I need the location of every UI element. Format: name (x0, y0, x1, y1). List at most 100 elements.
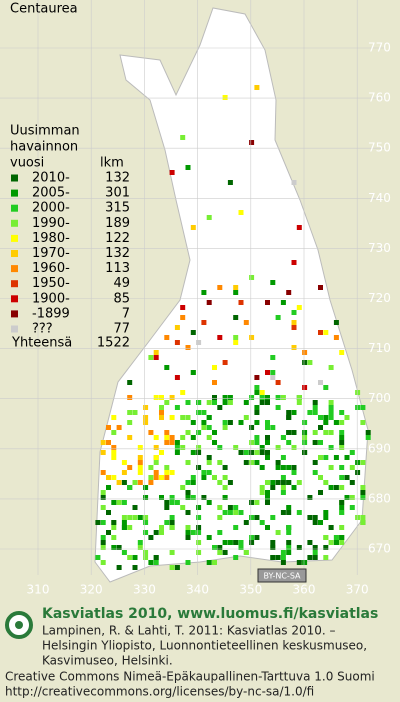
observation-square (238, 545, 244, 550)
observation-square (302, 360, 308, 365)
observation-square (111, 455, 117, 460)
observation-square (323, 455, 329, 460)
observation-square (153, 350, 159, 355)
observation-square (243, 550, 249, 555)
observation-square (312, 515, 318, 520)
observation-square (174, 440, 180, 445)
legend-count: 77 (113, 322, 130, 337)
observation-square (233, 555, 239, 560)
observation-square (323, 545, 329, 550)
observation-square (185, 430, 191, 435)
observation-square (296, 400, 302, 405)
observation-square (206, 215, 212, 220)
observation-square (185, 165, 191, 170)
observation-square (275, 480, 281, 485)
observation-square (344, 475, 350, 480)
observation-square (111, 520, 117, 525)
license-badge (257, 568, 307, 583)
observation-square (111, 415, 117, 420)
observation-square (291, 180, 297, 185)
observation-square (196, 515, 202, 520)
observation-square (222, 540, 228, 545)
observation-square (328, 540, 334, 545)
observation-square (100, 490, 106, 495)
observation-square (286, 410, 292, 415)
observation-square (249, 140, 255, 145)
observation-square (106, 475, 111, 480)
observation-square (312, 550, 318, 555)
observation-square (323, 515, 329, 520)
observation-square (148, 430, 154, 435)
observation-square (286, 525, 292, 530)
observation-square (302, 440, 308, 445)
observation-square (265, 370, 270, 375)
legend-swatch (11, 295, 18, 303)
observation-square (148, 475, 154, 480)
observation-square (265, 495, 270, 500)
observation-square (127, 555, 133, 560)
observation-square (169, 440, 175, 445)
observation-square (275, 395, 281, 400)
observation-square (318, 455, 323, 460)
observation-square (127, 485, 133, 490)
observation-square (227, 420, 233, 425)
observation-square (254, 515, 260, 520)
observation-square (159, 405, 164, 410)
observation-square (212, 380, 217, 385)
observation-square (296, 395, 302, 400)
observation-square (254, 440, 260, 445)
observation-square (116, 425, 122, 430)
observation-square (270, 545, 276, 550)
observation-square (127, 515, 133, 520)
observation-square (143, 515, 149, 520)
observation-square (312, 520, 318, 525)
x-axis-label: 360 (293, 583, 316, 597)
observation-square (233, 540, 239, 545)
observation-square (143, 555, 149, 560)
observation-square (275, 555, 281, 560)
observation-square (222, 420, 228, 425)
observation-square (212, 440, 217, 445)
observation-square (254, 450, 260, 455)
observation-square (127, 420, 133, 425)
observation-square (259, 450, 265, 455)
observation-square (259, 395, 265, 400)
observation-square (286, 530, 292, 535)
observation-square (270, 555, 276, 560)
observation-square (106, 510, 111, 515)
legend-count: 49 (113, 276, 130, 291)
observation-square (212, 400, 217, 405)
legend-total-label: Yhteensä (11, 336, 72, 351)
observation-square (259, 390, 265, 395)
observation-square (349, 505, 355, 510)
observation-square (180, 445, 186, 450)
observation-square (339, 350, 345, 355)
observation-square (164, 475, 170, 480)
y-axis-label: 690 (368, 441, 391, 455)
footer-citation: Kasvimuseo, Helsinki. (42, 654, 173, 668)
observation-square (238, 420, 244, 425)
observation-square (127, 395, 133, 400)
legend-label: 2005- (32, 186, 70, 201)
legend-swatch (11, 174, 18, 182)
observation-square (148, 465, 154, 470)
observation-square (201, 470, 207, 475)
logo-center (15, 621, 23, 629)
observation-square (169, 495, 175, 500)
observation-square (185, 535, 191, 540)
observation-square (280, 555, 286, 560)
observation-square (265, 490, 270, 495)
observation-square (95, 520, 101, 525)
observation-square (100, 535, 106, 540)
observation-square (265, 525, 270, 530)
observation-square (286, 465, 292, 470)
observation-square (249, 425, 255, 430)
legend-label: 2010- (32, 171, 70, 186)
observation-square (143, 530, 149, 535)
observation-square (190, 530, 196, 535)
observation-square (100, 440, 106, 445)
observation-square (206, 460, 212, 465)
observation-square (323, 480, 329, 485)
observation-square (190, 330, 196, 335)
observation-square (180, 415, 186, 420)
